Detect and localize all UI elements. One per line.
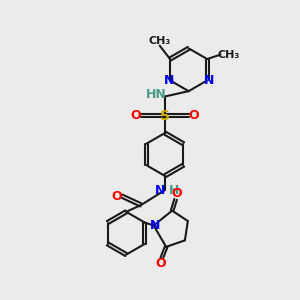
Text: N: N [164,74,174,87]
Text: CH₃: CH₃ [218,50,240,60]
Text: O: O [111,190,122,202]
Text: H: H [169,184,180,197]
Text: O: O [189,109,199,122]
Text: N: N [155,184,166,197]
Text: N: N [150,219,160,232]
Text: CH₃: CH₃ [148,36,171,46]
Text: HN: HN [146,88,167,100]
Text: O: O [130,109,141,122]
Text: O: O [172,188,182,200]
Text: O: O [155,257,166,270]
Text: S: S [160,109,170,123]
Text: N: N [203,74,214,87]
